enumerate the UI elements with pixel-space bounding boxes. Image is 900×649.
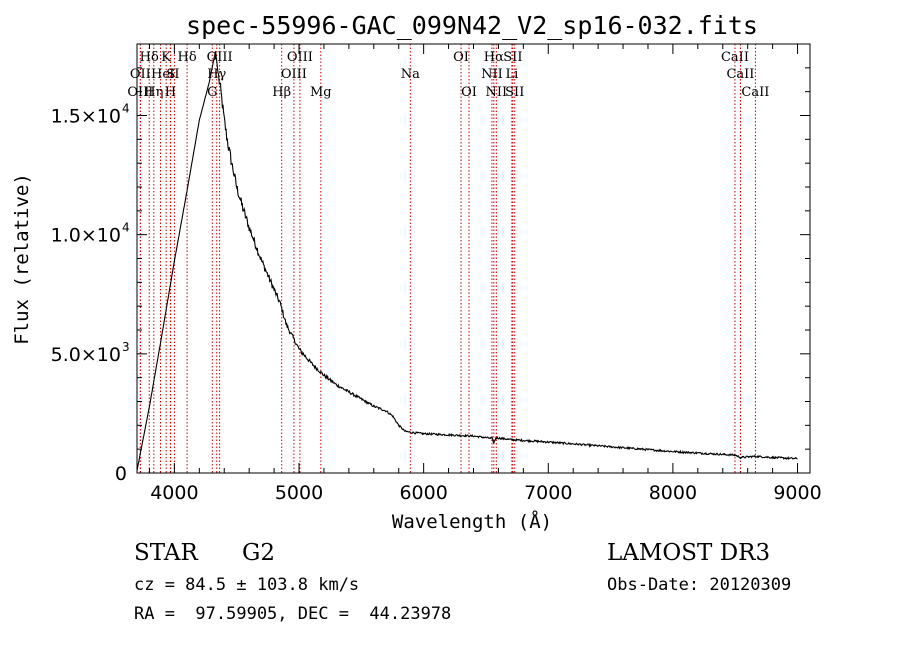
x-tick-label: 9000 (773, 482, 821, 504)
y-tick-label: 5.0×10 (51, 344, 121, 366)
spectral-line-label: K (161, 50, 171, 65)
survey-name: LAMOST DR3 (607, 540, 771, 566)
spectral-line-label: H (165, 85, 176, 100)
x-tick-label: 6000 (399, 482, 447, 504)
spectral-line-label: Mg (310, 85, 332, 100)
spectral-line-label: NII (481, 67, 503, 82)
spectral-line-label: Li (505, 67, 518, 82)
y-tick-exponent: 4 (122, 102, 130, 116)
y-axis-label: Flux (relative) (11, 173, 33, 345)
spectral-line-label: SII (503, 50, 522, 65)
y-tick-label: 1.0×10 (51, 225, 121, 247)
spectral-line-label: S (166, 67, 175, 82)
obs-date: Obs-Date: 20120309 (607, 575, 792, 595)
spectral-line-label: OIII (207, 50, 233, 65)
y-tick-label: 1.5×10 (51, 106, 121, 128)
plot-frame (136, 43, 811, 474)
spectral-line-label: Na (401, 67, 420, 82)
spectral-line-label: CaII (726, 67, 754, 82)
y-tick-exponent: 3 (122, 340, 130, 354)
x-tick-label: 7000 (524, 482, 572, 504)
coordinates: RA = 97.59905, DEC = 44.23978 (134, 604, 452, 624)
spectral-line-label: SII (505, 85, 524, 100)
spectral-line-label: OIII (287, 50, 313, 65)
spectral-line-label: OIII (281, 67, 307, 82)
spectral-line-label: OI (453, 50, 469, 65)
spectral-line-label: OIII (127, 85, 153, 100)
spectral-line-label: CaII (741, 85, 769, 100)
spectrum-line (136, 51, 798, 471)
x-tick-label: 5000 (275, 482, 323, 504)
spectral-line-label: Hη (144, 85, 163, 100)
redshift-cz: cz = 84.5 ± 103.8 km/s (134, 575, 360, 595)
x-tick-label: 4000 (150, 482, 198, 504)
spectral-line-label: OII (130, 67, 151, 82)
spectral-line-label: OI (461, 85, 477, 100)
spectral-line-label: II (169, 67, 179, 82)
x-tick-label: 8000 (649, 482, 697, 504)
spectral-line-label: Hδ (178, 50, 197, 65)
x-axis-label: Wavelength (Å) (392, 510, 552, 533)
chart-title: spec-55996-GAC_099N42_V2_sp16-032.fits (186, 11, 758, 40)
spectral-line-label: He (151, 67, 170, 82)
spectral-line-label: Hα (484, 50, 504, 65)
object-type: STAR (134, 540, 198, 566)
spectral-line-label: Hδ (140, 50, 159, 65)
spectral-line-label: Hβ (272, 85, 291, 100)
spectral-line-label: G (207, 85, 217, 100)
spectral-line-label: NII (485, 85, 507, 100)
y-tick-label: 0 (115, 463, 127, 485)
spectral-subclass: G2 (242, 540, 276, 566)
spectral-line-label: CaII (721, 50, 749, 65)
spectral-line-markers (139, 44, 756, 473)
y-tick-exponent: 4 (122, 221, 130, 235)
